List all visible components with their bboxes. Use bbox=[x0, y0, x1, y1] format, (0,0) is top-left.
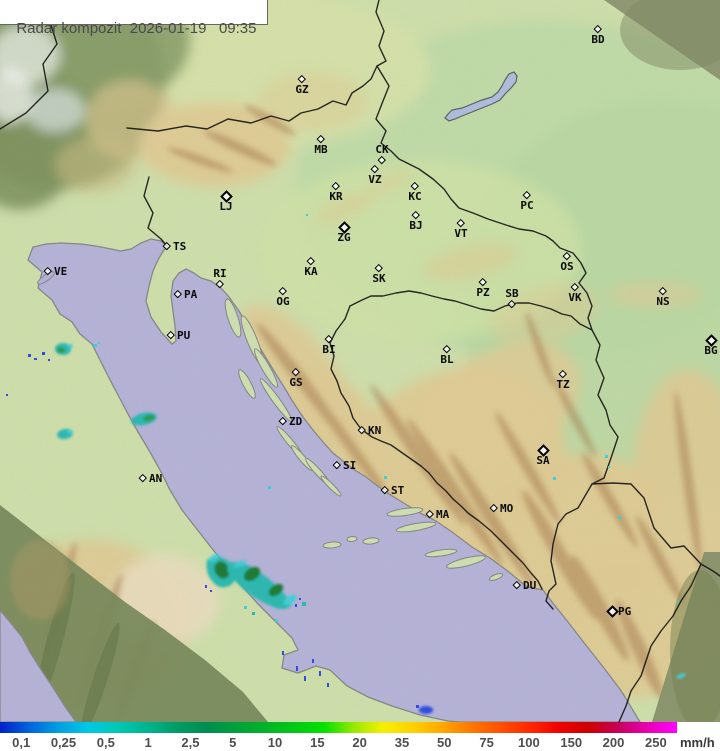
legend-value: 5 bbox=[229, 735, 237, 750]
legend-value: 2,5 bbox=[181, 735, 200, 750]
page-title: Radar kompozit 2026-01-19 09:35 bbox=[16, 20, 257, 37]
title-bar: Radar kompozit 2026-01-19 09:35 bbox=[0, 0, 268, 37]
legend-value: 0,1 bbox=[12, 735, 31, 750]
legend-value: 200 bbox=[602, 735, 625, 750]
legend-value: 150 bbox=[560, 735, 583, 750]
legend-value: 35 bbox=[394, 735, 410, 750]
legend-unit-label: mm/h bbox=[680, 735, 715, 750]
legend-value: 15 bbox=[310, 735, 325, 750]
legend-value: 0,25 bbox=[50, 735, 77, 750]
legend-value: 100 bbox=[518, 735, 540, 750]
legend-value: 20 bbox=[352, 735, 367, 750]
legend-value: 250 bbox=[644, 735, 667, 750]
legend: 0,1 0,25 0,5 1 2,5 5 10 15 20 35 50 75 100 150 200 250 … bbox=[0, 722, 720, 751]
legend-value: 50 bbox=[437, 735, 452, 750]
legend-value: 0,5 bbox=[96, 735, 115, 750]
legend-colorbar bbox=[0, 722, 677, 733]
legend-value: 1 bbox=[144, 735, 152, 750]
terrain-grain-overlay bbox=[0, 0, 720, 722]
legend-value: 10 bbox=[267, 735, 283, 750]
radar-map bbox=[0, 0, 720, 722]
legend-value: 75 bbox=[479, 735, 494, 750]
